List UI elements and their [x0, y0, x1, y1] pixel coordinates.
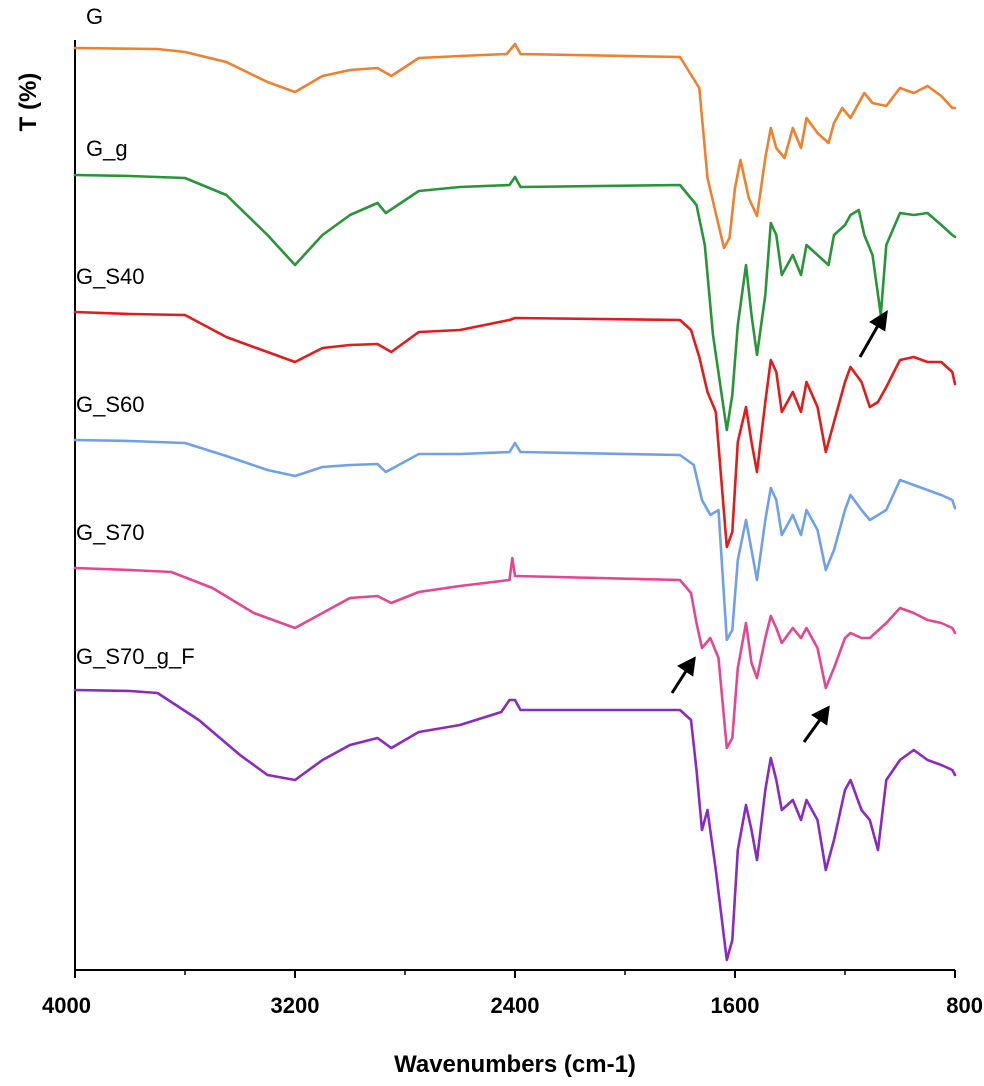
series-label: G_g	[86, 136, 128, 161]
x-tick-label: 2400	[491, 993, 540, 1018]
series-label: G_S70_g_F	[76, 644, 195, 669]
x-tick-label: 3200	[271, 993, 320, 1018]
series-line-g-s70	[73, 556, 957, 750]
x-tick-label: 4000	[42, 993, 91, 1018]
series-line-g-s40	[73, 310, 957, 549]
series-label: G_S60	[76, 392, 145, 417]
x-tick-label: 800	[946, 993, 983, 1018]
series-line-g-g	[73, 173, 957, 432]
x-tick-label: 1600	[711, 993, 760, 1018]
annotation-arrows	[670, 310, 888, 743]
x-axis-title: Wavenumbers (cm-1)	[394, 1051, 636, 1078]
series-label: G	[86, 4, 103, 29]
arrow-annotation	[858, 310, 888, 358]
series-label: G_S70	[76, 520, 145, 545]
series-label: G_S40	[76, 264, 145, 289]
arrow-annotation	[802, 705, 830, 743]
x-tick-labels: 4000 3200 2400 1600 800	[42, 993, 983, 1018]
series-line-g	[73, 42, 957, 250]
series-labels: G G_g G_S40 G_S60 G_S70 G_S70_g_F	[76, 4, 195, 669]
arrow-annotation	[670, 656, 696, 694]
series-layer	[73, 42, 957, 962]
y-axis-title: T (%)	[15, 73, 42, 132]
series-line-g-s70-g-f	[73, 688, 957, 962]
x-ticks	[74, 970, 956, 978]
series-line-g-s60	[73, 438, 957, 642]
